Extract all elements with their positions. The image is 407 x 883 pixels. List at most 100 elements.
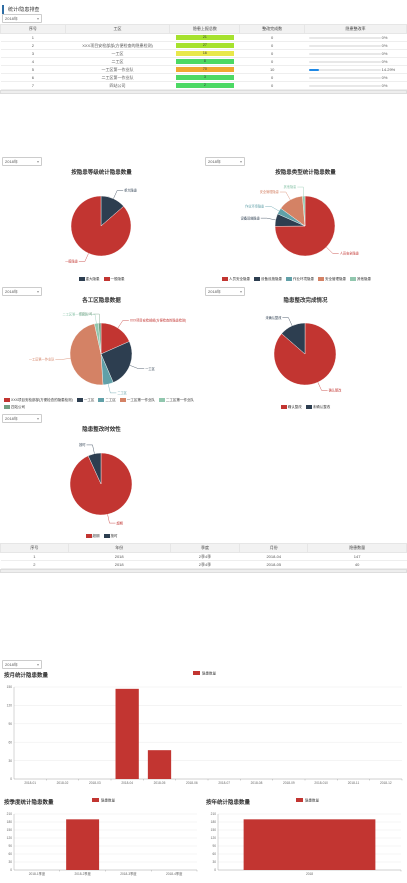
chart-title: 按季度统计隐患数量	[4, 800, 54, 806]
area-name: 一工区第一作业队	[65, 65, 170, 74]
area-name: XXX项目安检部部(方便检查的隐患检测)	[65, 41, 170, 50]
y-tick-label: 150	[7, 828, 13, 832]
total-cell: 2	[169, 81, 240, 90]
x-tick-label: 2018-08	[251, 781, 263, 785]
year-select[interactable]: 2018年 ▾	[205, 287, 245, 296]
year-select[interactable]: 2018年 ▾	[2, 14, 42, 23]
legend-item[interactable]: 人员安全隐患	[222, 277, 250, 282]
legend-label: 按时	[110, 534, 118, 538]
legend-swatch	[4, 398, 10, 403]
pie-slice[interactable]	[281, 322, 306, 355]
bar[interactable]	[66, 819, 100, 870]
y-tick-label: 210	[211, 812, 217, 816]
bar[interactable]	[115, 688, 139, 779]
table-row: 1 2018 2季4季 2018-04 147	[0, 552, 407, 561]
legend-item[interactable]: 一工区第一作业队	[119, 398, 155, 403]
legend-label: 一工区第一作业队	[126, 398, 155, 402]
table-row: 7 四站公司 2 0 0%	[0, 81, 407, 90]
slice-label-line	[265, 206, 280, 212]
legend-item[interactable]: 未确认整改	[305, 405, 331, 410]
row-number: 5	[0, 65, 66, 74]
pie-slice[interactable]	[302, 195, 306, 227]
year-select-value: 2018年	[5, 661, 18, 667]
legend-label: 超期	[92, 534, 100, 538]
done-count: 0	[239, 49, 305, 58]
rate-value: 0%	[381, 51, 388, 56]
legend-item[interactable]: 超期	[85, 534, 100, 539]
pie-slice[interactable]	[100, 341, 133, 383]
col-header: 序号	[0, 543, 69, 553]
year-select[interactable]: 2018年 ▾	[2, 414, 42, 423]
pie-slice[interactable]	[98, 322, 102, 355]
rate-progress-bar	[308, 52, 381, 56]
chevron-down-icon: ▾	[36, 159, 39, 164]
area-name: 二工区第一作业队	[65, 73, 170, 82]
slice-label: 其他隐患	[284, 184, 298, 189]
legend-item[interactable]: XXX项目安检部部(方便检查的隐患检测)	[4, 398, 73, 403]
pie-slice[interactable]	[274, 195, 336, 257]
x-tick-label: 2018-05	[154, 781, 166, 785]
legend-item[interactable]: 安全管理隐患	[318, 277, 346, 282]
y-tick-label: 30	[8, 860, 12, 864]
bar[interactable]	[147, 750, 172, 779]
rate-value: 0%	[381, 83, 388, 88]
slice-label: 重大隐患	[124, 188, 138, 193]
slice-label-line	[86, 444, 95, 454]
year-select[interactable]: 2018年 ▾	[2, 660, 42, 669]
chevron-down-icon: ▾	[36, 662, 39, 667]
table-horizontal-scrollbar[interactable]	[0, 90, 407, 94]
legend-item[interactable]: 其他隐患	[350, 277, 371, 282]
rate-progress-bar	[308, 76, 381, 80]
slice-label-line	[93, 313, 100, 324]
x-tick-label: 2018-12	[380, 781, 392, 785]
rate-cell: 0%	[304, 73, 407, 82]
total-cell: 8	[169, 57, 240, 66]
y-tick-label: 0	[214, 868, 216, 872]
pie-timely-legend: 超期 按时	[0, 534, 203, 539]
done-count: 0	[239, 33, 305, 42]
legend-item[interactable]: 确认整改	[280, 405, 302, 410]
row-number: 1	[0, 552, 69, 561]
year-select[interactable]: 2018年 ▾	[2, 287, 42, 296]
legend-item[interactable]: 二工区	[98, 398, 116, 403]
slice-label-line	[260, 217, 276, 221]
row-number: 1	[0, 33, 66, 42]
legend-item[interactable]: 设备设施隐患	[254, 277, 282, 282]
year-select-value: 2018年	[5, 15, 18, 21]
bar[interactable]	[243, 819, 376, 870]
legend-item[interactable]: 一般隐患	[103, 277, 125, 282]
total-bar: 27	[175, 43, 234, 48]
legend-item[interactable]: 按时	[103, 534, 118, 539]
area-name: 二工区	[65, 57, 170, 66]
y-tick-label: 0	[10, 868, 12, 872]
x-tick-label: 2018-3季度	[120, 871, 137, 876]
rate-progress-bar	[308, 36, 381, 40]
area-name: 四站公司	[65, 81, 170, 90]
legend-label: 未确认整改	[312, 405, 331, 409]
table-horizontal-scrollbar[interactable]	[0, 569, 407, 573]
total-value: 16	[202, 51, 207, 55]
legend-item[interactable]: 作业环境隐患	[286, 277, 314, 282]
total-value: 21	[202, 35, 207, 39]
col-header: 隐患上报总数	[169, 24, 241, 34]
slice-label-line	[78, 253, 89, 262]
legend-item[interactable]: 四站公司	[4, 405, 25, 410]
x-tick-label: 2018-11	[348, 781, 360, 785]
y-tick-label: 180	[211, 820, 217, 824]
row-number: 2	[0, 560, 69, 569]
legend-item[interactable]: 二工区第一作业队	[158, 398, 194, 403]
y-tick-label: 120	[211, 836, 217, 840]
total-cell: 16	[169, 49, 240, 58]
year-select[interactable]: 2018年 ▾	[2, 157, 42, 166]
pie-slice[interactable]	[273, 322, 337, 386]
legend-item[interactable]: 重大隐患	[78, 277, 100, 282]
rate-cell: 0%	[304, 81, 407, 90]
legend-item[interactable]: 一工区	[76, 398, 94, 403]
x-tick-label: 2018-1季度	[29, 871, 46, 876]
chevron-down-icon: ▾	[36, 16, 39, 21]
chevron-down-icon: ▾	[36, 416, 39, 421]
y-tick-label: 60	[212, 852, 216, 856]
year-select[interactable]: 2018年 ▾	[205, 157, 245, 166]
pie-slice[interactable]	[69, 452, 133, 516]
